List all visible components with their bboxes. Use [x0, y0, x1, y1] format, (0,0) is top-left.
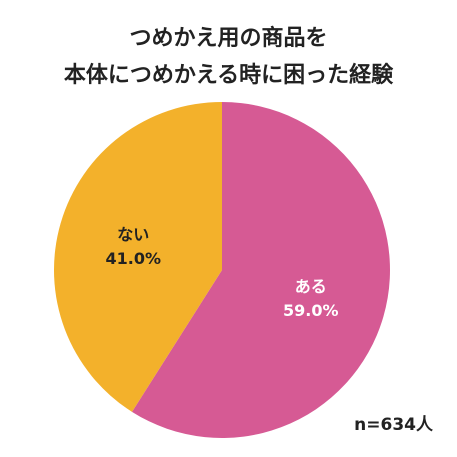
sample-size-label: n=634人 [354, 415, 433, 435]
chart-title: つめかえ用の商品を 本体につめかえる時に困った経験 [0, 20, 457, 94]
slice-value-2: 41.0% [106, 249, 162, 268]
pie-slice-1 [131, 102, 391, 438]
chart-title-line-2: 本体につめかえる時に困った経験 [63, 63, 394, 88]
slice-label-1: ある [295, 277, 327, 296]
slice-value-1: 59.0% [283, 301, 339, 320]
chart-title-line-1: つめかえ用の商品を [129, 26, 328, 51]
pie-slice-2 [54, 102, 223, 412]
slice-label-2: ない [117, 225, 149, 244]
